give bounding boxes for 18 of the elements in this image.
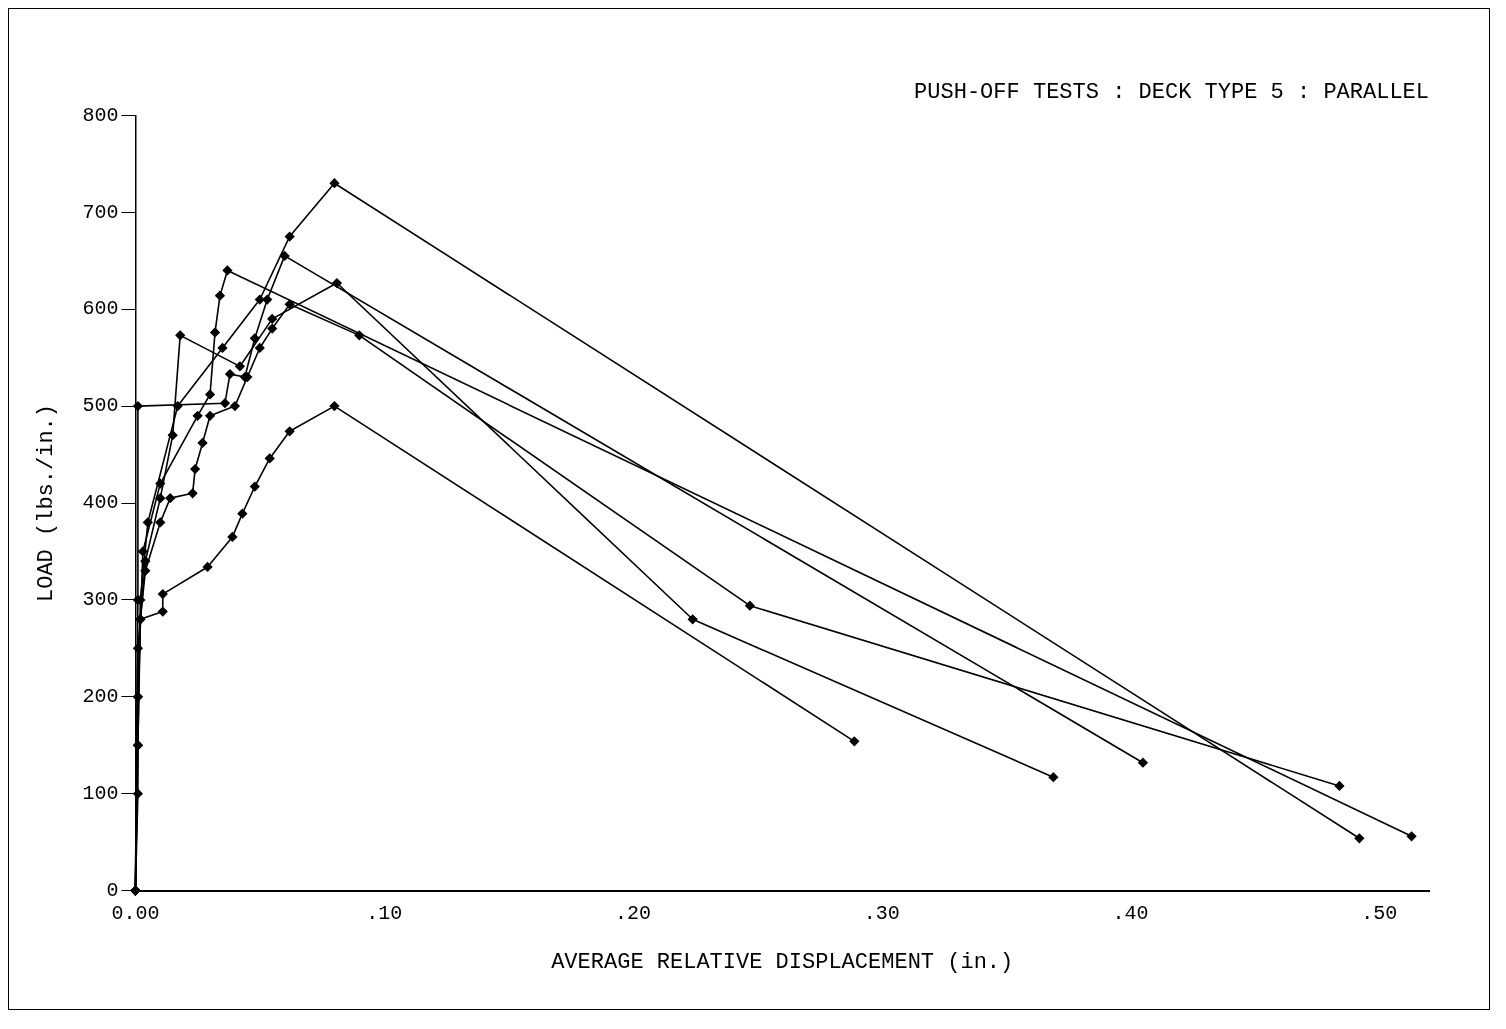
x-tick-label: 0.00 <box>111 901 160 925</box>
chart-title: PUSH-OFF TESTS : DECK TYPE 5 : PARALLEL <box>914 80 1429 106</box>
x-tick-label: .40 <box>1112 901 1149 925</box>
x-tick-label: .10 <box>366 901 403 925</box>
x-tick-label: .50 <box>1361 901 1398 925</box>
y-tick-label: 800 <box>82 103 119 127</box>
x-tick-label: .20 <box>614 901 651 925</box>
y-tick-label: 300 <box>82 588 119 612</box>
y-tick-label: 500 <box>82 394 119 418</box>
x-tick-label: .30 <box>863 901 900 925</box>
x-axis-title: AVERAGE RELATIVE DISPLACEMENT (in.) <box>551 949 1014 975</box>
y-tick-label: 100 <box>82 782 119 805</box>
y-tick-label: 0 <box>106 878 119 902</box>
y-tick-label: 200 <box>82 685 119 709</box>
y-axis-title: LOAD (lbs./in.) <box>34 403 60 603</box>
y-tick-label: 600 <box>82 297 119 321</box>
y-tick-label: 700 <box>82 200 119 224</box>
y-tick-label: 400 <box>82 491 119 515</box>
